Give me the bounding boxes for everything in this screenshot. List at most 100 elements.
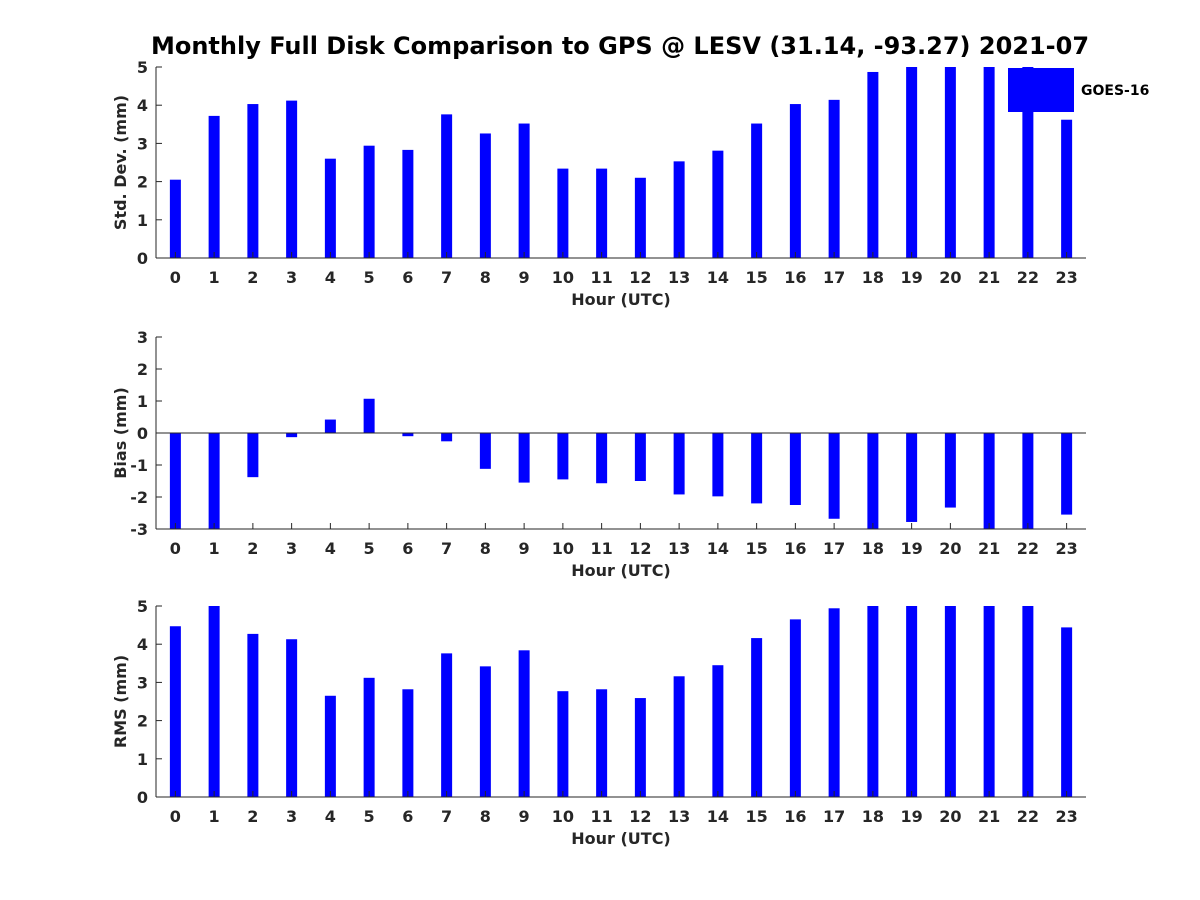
x-tick-label-bias: 6 — [402, 539, 413, 558]
x-tick-label-bias: 10 — [552, 539, 574, 558]
x-tick-label-bias: 14 — [707, 539, 729, 558]
bar-bias-hour-16 — [789, 433, 801, 505]
bar-std-dev-hour-6 — [402, 149, 414, 258]
x-tick-label-bias: 9 — [519, 539, 530, 558]
x-tick-label-std-dev: 6 — [402, 268, 413, 287]
x-tick-label-bias: 13 — [668, 539, 690, 558]
bar-rms-hour-3 — [286, 639, 298, 797]
x-tick-label-bias: 19 — [900, 539, 922, 558]
bar-rms-hour-4 — [324, 695, 336, 797]
bar-rms-hour-15 — [751, 638, 763, 797]
bar-std-dev-hour-17 — [828, 99, 840, 259]
bar-rms-hour-5 — [363, 677, 375, 797]
bar-bias-hour-21 — [983, 433, 995, 529]
x-tick-label-bias: 11 — [590, 539, 612, 558]
bar-rms-hour-14 — [712, 665, 724, 797]
x-tick-label-bias: 8 — [480, 539, 491, 558]
bar-rms-hour-11 — [596, 689, 608, 797]
y-tick-label-rms: 2 — [137, 712, 148, 731]
x-tick-label-std-dev: 3 — [286, 268, 297, 287]
bar-rms-hour-0 — [169, 626, 181, 797]
bar-rms-hour-6 — [402, 689, 414, 797]
bar-std-dev-hour-20 — [944, 67, 956, 258]
x-tick-label-std-dev: 10 — [552, 268, 574, 287]
x-tick-label-rms: 4 — [325, 807, 336, 826]
y-tick-label-bias: 2 — [137, 360, 148, 379]
x-tick-label-bias: 5 — [364, 539, 375, 558]
x-tick-label-bias: 22 — [1017, 539, 1039, 558]
bar-rms-hour-22 — [1022, 606, 1034, 797]
x-tick-label-bias: 7 — [441, 539, 452, 558]
bar-rms-hour-18 — [867, 606, 879, 797]
x-tick-label-std-dev: 8 — [480, 268, 491, 287]
x-tick-label-bias: 4 — [325, 539, 336, 558]
bar-bias-hour-5 — [363, 398, 375, 433]
bar-std-dev-hour-22 — [1022, 67, 1034, 258]
bar-rms-hour-13 — [673, 676, 685, 797]
bar-std-dev-hour-1 — [208, 115, 220, 259]
bar-rms-hour-19 — [906, 606, 918, 797]
y-tick-label-rms: 5 — [137, 597, 148, 616]
x-tick-label-rms: 9 — [519, 807, 530, 826]
legend-label: GOES-16 — [1081, 83, 1149, 99]
x-tick-label-std-dev: 5 — [364, 268, 375, 287]
bar-bias-hour-14 — [712, 433, 724, 497]
x-tick-label-bias: 12 — [629, 539, 651, 558]
y-tick-label-std-dev: 0 — [137, 249, 148, 268]
bar-std-dev-hour-9 — [518, 123, 530, 258]
bar-std-dev-hour-15 — [751, 123, 763, 258]
bar-std-dev-hour-4 — [324, 158, 336, 258]
bar-bias-hour-8 — [479, 433, 491, 469]
x-tick-label-rms: 3 — [286, 807, 297, 826]
x-tick-label-bias: 16 — [784, 539, 806, 558]
bar-bias-hour-2 — [247, 433, 259, 478]
y-tick-label-rms: 4 — [137, 635, 148, 654]
x-tick-label-std-dev: 12 — [629, 268, 651, 287]
x-tick-label-std-dev: 11 — [590, 268, 612, 287]
x-tick-label-rms: 0 — [170, 807, 181, 826]
bar-bias-hour-22 — [1022, 433, 1034, 529]
x-tick-label-rms: 6 — [402, 807, 413, 826]
x-tick-label-rms: 19 — [900, 807, 922, 826]
x-tick-label-std-dev: 0 — [170, 268, 181, 287]
x-tick-label-std-dev: 20 — [939, 268, 961, 287]
bar-rms-hour-16 — [789, 619, 801, 797]
legend-swatch — [1008, 68, 1074, 112]
x-tick-label-rms: 12 — [629, 807, 651, 826]
y-axis-label-std-dev: Std. Dev. (mm) — [111, 95, 130, 230]
x-tick-label-rms: 1 — [209, 807, 220, 826]
bar-rms-hour-7 — [441, 653, 453, 797]
bar-bias-hour-13 — [673, 433, 685, 495]
x-tick-label-std-dev: 22 — [1017, 268, 1039, 287]
x-tick-label-rms: 15 — [745, 807, 767, 826]
bar-std-dev-hour-12 — [634, 177, 646, 258]
x-axis-label-bias: Hour (UTC) — [571, 561, 671, 580]
x-tick-label-bias: 17 — [823, 539, 845, 558]
x-tick-label-rms: 17 — [823, 807, 845, 826]
bar-std-dev-hour-19 — [906, 67, 918, 258]
x-tick-label-bias: 23 — [1055, 539, 1077, 558]
x-tick-label-std-dev: 19 — [900, 268, 922, 287]
bar-rms-hour-21 — [983, 606, 995, 797]
x-tick-label-std-dev: 17 — [823, 268, 845, 287]
x-tick-label-rms: 20 — [939, 807, 961, 826]
bar-rms-hour-10 — [557, 691, 569, 797]
bar-std-dev-hour-21 — [983, 67, 995, 258]
x-tick-label-bias: 1 — [209, 539, 220, 558]
y-tick-label-rms: 0 — [137, 788, 148, 807]
bar-bias-hour-11 — [596, 433, 608, 484]
x-tick-label-bias: 21 — [978, 539, 1000, 558]
bar-rms-hour-8 — [479, 666, 491, 797]
bar-bias-hour-19 — [906, 433, 918, 522]
bar-rms-hour-9 — [518, 650, 530, 797]
x-tick-label-bias: 20 — [939, 539, 961, 558]
bar-rms-hour-2 — [247, 633, 259, 797]
x-axis-label-rms: Hour (UTC) — [571, 829, 671, 848]
x-tick-label-rms: 14 — [707, 807, 729, 826]
y-axis-label-bias: Bias (mm) — [111, 387, 130, 479]
